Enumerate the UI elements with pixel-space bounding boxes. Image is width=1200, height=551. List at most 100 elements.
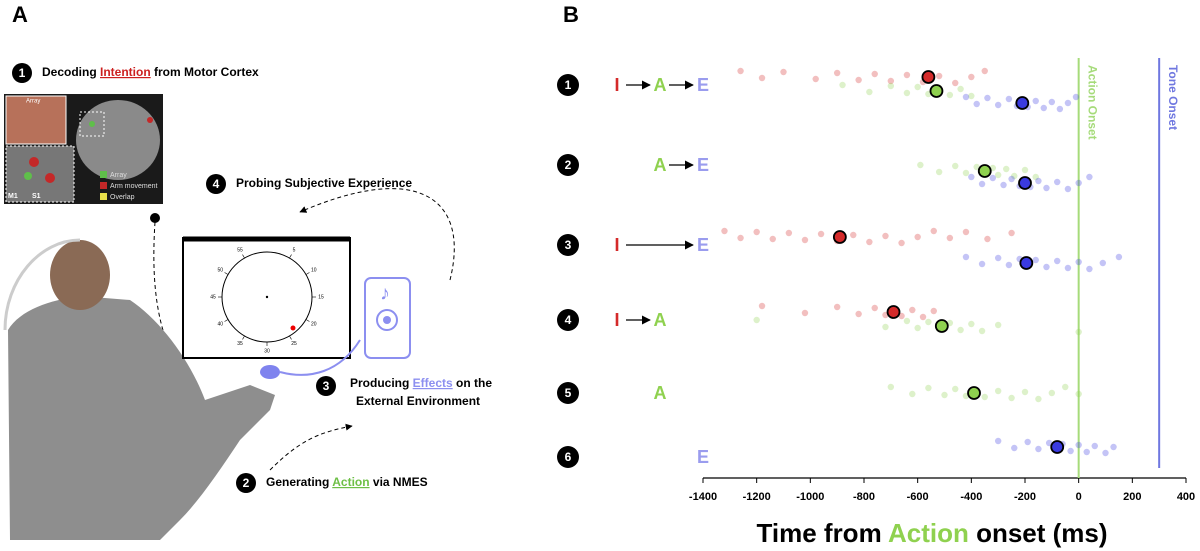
trial-point	[946, 91, 954, 99]
trial-point	[1064, 185, 1072, 193]
trial-point	[952, 79, 959, 87]
region	[29, 157, 39, 167]
trial-point	[1035, 395, 1042, 403]
trial-point	[833, 303, 841, 311]
dot	[150, 213, 160, 223]
mean-marker	[1015, 96, 1030, 110]
legend-label: Arm movement	[110, 183, 158, 190]
step-text-part: Producing	[350, 376, 413, 390]
trial-point	[812, 75, 819, 83]
trial-point	[981, 67, 988, 75]
x-tick-label: -1400	[689, 491, 717, 503]
trial-point	[1054, 257, 1061, 265]
step-text: Decoding Intention from Motor Cortex	[42, 65, 259, 79]
x-axis-title-part: Time from	[756, 518, 887, 548]
legend-label: Array	[110, 172, 127, 179]
trial-point	[903, 71, 911, 79]
step-text-part: via NMES	[370, 475, 428, 489]
button	[260, 365, 280, 379]
trial-point	[994, 101, 1002, 109]
x-tick-label: -1000	[796, 491, 824, 503]
trial-point	[968, 73, 975, 81]
trial-point	[962, 93, 970, 101]
trial-point	[1075, 390, 1082, 398]
trial-point	[1008, 175, 1015, 183]
trial-point	[1032, 256, 1039, 264]
mean-marker	[929, 84, 944, 98]
trial-point	[1011, 444, 1018, 452]
step-text-part: Generating	[266, 475, 332, 489]
trial-point	[769, 235, 776, 243]
clock-number: 50	[217, 267, 223, 273]
step-text: Producing Effects on the	[350, 376, 492, 390]
mean-marker	[1019, 256, 1034, 270]
zoom-box	[79, 111, 105, 137]
x-axis-title: Time from Action onset (ms)	[756, 518, 1107, 548]
trial-point	[758, 302, 766, 310]
x-axis-title-part: onset (ms)	[969, 518, 1108, 548]
arrow	[269, 423, 353, 471]
inset-photo	[5, 95, 67, 145]
trial-point	[968, 173, 975, 181]
trial-point	[882, 232, 889, 240]
clock-number: 30	[264, 348, 270, 354]
step-number: 2	[243, 476, 250, 490]
x-axis-title-part: Action	[888, 518, 969, 548]
trial-point	[1067, 447, 1074, 455]
trial-point	[839, 81, 846, 89]
region-label: S1	[32, 193, 41, 200]
onset-label: Tone Onset	[1166, 65, 1180, 130]
note-icon: ♪	[380, 282, 390, 304]
step-text-part: Probing Subjective Experience	[236, 176, 412, 190]
trial-point	[994, 387, 1002, 395]
step-badge	[557, 446, 579, 468]
trial-point	[984, 235, 991, 243]
trial-point	[919, 313, 927, 321]
trial-point	[968, 320, 975, 328]
trial-point	[1005, 261, 1013, 269]
mean-marker	[967, 386, 981, 400]
legend-swatch	[100, 171, 107, 178]
x-tick-label: -800	[853, 491, 875, 503]
step-text-part: Decoding	[42, 65, 100, 79]
condition-letter: I	[614, 310, 619, 330]
trial-point	[935, 72, 943, 80]
step-number: 1	[19, 66, 26, 80]
trial-point	[1035, 177, 1042, 185]
condition-letter: A	[654, 383, 667, 403]
x-tick-label: 0	[1076, 491, 1082, 503]
step-text: External Environment	[356, 394, 480, 408]
mean-marker	[977, 164, 992, 178]
clock-number: 35	[237, 341, 243, 347]
region-label: M1	[8, 193, 18, 200]
inset-zoom	[5, 145, 75, 203]
trial-point	[914, 83, 921, 91]
trial-point	[1086, 265, 1093, 273]
panel-label: A	[12, 2, 28, 27]
clock-number: 55	[237, 248, 243, 254]
step-badge	[12, 63, 32, 83]
trial-point	[978, 260, 986, 268]
trial-point	[882, 323, 889, 331]
step-badge	[206, 174, 226, 194]
trial-point	[994, 171, 1002, 179]
step-number: 2	[565, 158, 572, 172]
trial-point	[855, 310, 862, 318]
trial-point	[887, 77, 895, 85]
trial-point	[1043, 184, 1050, 192]
x-tick-label: 400	[1177, 491, 1195, 503]
mean-marker	[934, 319, 949, 333]
trial-point	[903, 317, 911, 325]
trial-point	[1054, 178, 1061, 186]
x-tick-label: -600	[907, 491, 929, 503]
trial-point	[930, 227, 937, 235]
trial-point	[871, 70, 878, 78]
trial-point	[989, 174, 996, 182]
clock-number: 10	[311, 267, 317, 273]
step-number: 4	[565, 313, 572, 327]
trial-point	[941, 391, 948, 399]
condition-letter: A	[654, 155, 667, 175]
person-body	[8, 296, 275, 540]
step-badge	[557, 154, 579, 176]
trial-point	[1021, 166, 1029, 174]
